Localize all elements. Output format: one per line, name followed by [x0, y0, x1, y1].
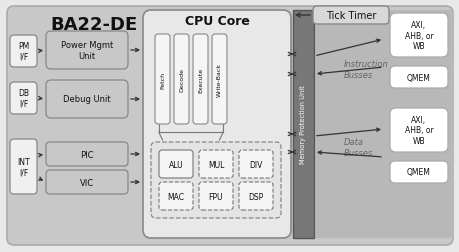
FancyBboxPatch shape: [151, 142, 280, 218]
FancyBboxPatch shape: [239, 150, 272, 178]
Text: BA22-DE: BA22-DE: [50, 16, 137, 34]
FancyBboxPatch shape: [199, 150, 233, 178]
FancyBboxPatch shape: [7, 7, 452, 245]
FancyBboxPatch shape: [46, 32, 128, 70]
Text: Write-Back: Write-Back: [217, 63, 222, 97]
Text: Execute: Execute: [197, 67, 202, 92]
Text: Power Mgmt
Unit: Power Mgmt Unit: [61, 41, 113, 60]
FancyBboxPatch shape: [212, 35, 226, 124]
Text: FPU: FPU: [208, 192, 223, 201]
Text: CPU Core: CPU Core: [184, 14, 249, 27]
FancyBboxPatch shape: [159, 150, 193, 178]
FancyBboxPatch shape: [389, 161, 447, 183]
Text: Data
Busses: Data Busses: [343, 138, 372, 157]
FancyBboxPatch shape: [199, 182, 233, 210]
Text: AXI,
AHB, or
WB: AXI, AHB, or WB: [404, 116, 432, 145]
FancyBboxPatch shape: [10, 139, 37, 194]
FancyBboxPatch shape: [239, 182, 272, 210]
Text: QMEM: QMEM: [406, 168, 430, 177]
Text: PIC: PIC: [80, 150, 94, 159]
Text: INT
I/F: INT I/F: [17, 157, 30, 176]
FancyBboxPatch shape: [46, 170, 128, 194]
FancyBboxPatch shape: [174, 35, 189, 124]
Text: DIV: DIV: [249, 160, 262, 169]
FancyBboxPatch shape: [315, 11, 453, 238]
Bar: [292, 11, 313, 238]
FancyBboxPatch shape: [389, 14, 447, 58]
Text: Fetch: Fetch: [160, 71, 165, 88]
FancyBboxPatch shape: [193, 35, 207, 124]
Text: ALU: ALU: [168, 160, 183, 169]
Text: Instruction
Busses: Instruction Busses: [343, 60, 388, 79]
FancyBboxPatch shape: [46, 142, 128, 166]
FancyBboxPatch shape: [10, 36, 37, 68]
Text: VIC: VIC: [80, 178, 94, 187]
Text: Memory Protection Unit: Memory Protection Unit: [300, 85, 306, 164]
Text: MAC: MAC: [167, 192, 184, 201]
FancyBboxPatch shape: [389, 67, 447, 89]
Text: Decode: Decode: [179, 68, 184, 92]
Text: PM
I/F: PM I/F: [18, 42, 29, 61]
Text: AXI,
AHB, or
WB: AXI, AHB, or WB: [404, 21, 432, 51]
FancyBboxPatch shape: [10, 83, 37, 115]
FancyBboxPatch shape: [312, 7, 388, 25]
Text: MUL: MUL: [207, 160, 224, 169]
FancyBboxPatch shape: [389, 109, 447, 152]
FancyBboxPatch shape: [46, 81, 128, 118]
FancyBboxPatch shape: [159, 182, 193, 210]
Text: Debug Unit: Debug Unit: [63, 95, 111, 104]
Text: DSP: DSP: [248, 192, 263, 201]
Text: DB
I/F: DB I/F: [18, 89, 29, 108]
Text: Tick Timer: Tick Timer: [325, 11, 375, 21]
FancyBboxPatch shape: [155, 35, 170, 124]
FancyBboxPatch shape: [143, 11, 291, 238]
Text: QMEM: QMEM: [406, 73, 430, 82]
